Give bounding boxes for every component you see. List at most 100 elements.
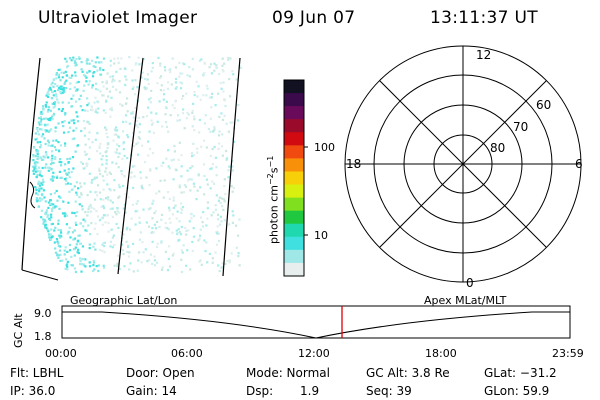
emission-dot: [203, 239, 206, 242]
emission-dot: [79, 222, 82, 225]
emission-dot: [138, 123, 141, 126]
emission-dot: [57, 219, 60, 222]
emission-dot: [32, 169, 35, 173]
emission-dot: [98, 191, 102, 194]
emission-dot: [218, 142, 221, 145]
emission-dot: [58, 249, 62, 252]
emission-dot: [191, 57, 194, 60]
gain-status: Gain: 14: [126, 384, 177, 398]
emission-dot: [57, 242, 60, 245]
emission-dot: [112, 234, 115, 237]
emission-dot: [79, 262, 82, 266]
emission-dot: [52, 203, 55, 206]
latitude-line: [21, 269, 59, 281]
emission-dot: [98, 169, 101, 172]
emission-dot: [33, 146, 36, 149]
emission-dot: [214, 208, 218, 211]
emission-dot: [143, 161, 147, 164]
emission-dot: [109, 64, 112, 67]
emission-dot: [65, 74, 69, 77]
emission-dot: [183, 63, 186, 66]
emission-dot: [215, 231, 218, 234]
emission-dot: [223, 219, 226, 222]
emission-dot: [46, 91, 49, 95]
emission-dot: [229, 121, 232, 124]
emission-dot: [56, 199, 59, 202]
emission-dot: [202, 163, 206, 166]
emission-dot: [238, 218, 241, 221]
emission-dot: [235, 78, 238, 81]
emission-dot: [44, 156, 47, 159]
emission-dot: [187, 179, 190, 182]
emission-dot: [50, 159, 53, 162]
emission-dot: [189, 212, 193, 215]
emission-dot: [107, 95, 110, 98]
emission-dot: [49, 119, 52, 122]
emission-dot: [217, 134, 221, 137]
emission-dot: [74, 150, 77, 153]
emission-dot: [135, 124, 138, 127]
emission-dot: [83, 73, 86, 77]
emission-dot: [116, 129, 119, 132]
emission-dot: [135, 202, 138, 205]
emission-dot: [117, 57, 120, 60]
emission-dot: [97, 88, 100, 91]
emission-dot: [89, 210, 93, 213]
emission-dot: [117, 226, 120, 229]
emission-dot: [35, 176, 38, 179]
emission-dot: [186, 169, 189, 172]
emission-dot: [198, 118, 201, 121]
emission-dot: [32, 155, 35, 158]
emission-dot: [196, 151, 199, 154]
emission-dot: [61, 259, 64, 262]
emission-dot: [51, 175, 54, 178]
emission-dot: [34, 163, 37, 166]
emission-dot: [156, 245, 159, 248]
emission-dot: [115, 213, 118, 216]
emission-dot: [34, 161, 37, 164]
emission-dot: [174, 81, 178, 84]
emission-dot: [109, 199, 112, 202]
emission-dot: [153, 255, 156, 258]
emission-dot: [179, 87, 183, 90]
emission-dot: [35, 192, 38, 195]
emission-dot: [73, 122, 76, 125]
emission-dot: [204, 250, 207, 253]
emission-dot: [161, 266, 164, 269]
emission-dot: [74, 270, 77, 274]
emission-dot: [92, 261, 96, 264]
emission-dot: [209, 117, 212, 120]
emission-dot: [100, 158, 103, 161]
emission-dot: [45, 163, 48, 166]
emission-dot: [169, 221, 172, 224]
emission-dot: [40, 175, 43, 178]
colorbar-segment: [284, 249, 304, 264]
emission-dot: [231, 221, 234, 224]
emission-dot: [45, 226, 48, 230]
emission-dot: [113, 244, 116, 247]
emission-dot: [182, 94, 185, 98]
emission-dot: [168, 217, 171, 220]
emission-dot: [177, 228, 180, 231]
emission-dot: [82, 167, 85, 170]
emission-dot: [152, 231, 155, 234]
emission-dot: [160, 164, 163, 167]
emission-dot: [185, 92, 188, 95]
emission-dot: [66, 265, 69, 268]
emission-dot: [40, 187, 43, 190]
emission-dot: [52, 94, 55, 97]
emission-dot: [47, 130, 50, 133]
emission-dot: [98, 167, 101, 170]
emission-dot: [62, 86, 65, 90]
emission-dot: [103, 245, 106, 248]
emission-dot: [53, 82, 57, 86]
emission-dot: [235, 224, 238, 227]
emission-dot: [199, 259, 202, 262]
emission-dot: [117, 254, 120, 257]
emission-dot: [65, 264, 68, 267]
emission-dot: [48, 88, 51, 91]
emission-dot: [126, 134, 129, 137]
emission-dot: [226, 259, 229, 263]
emission-dot: [35, 170, 38, 173]
emission-dot: [73, 212, 76, 215]
